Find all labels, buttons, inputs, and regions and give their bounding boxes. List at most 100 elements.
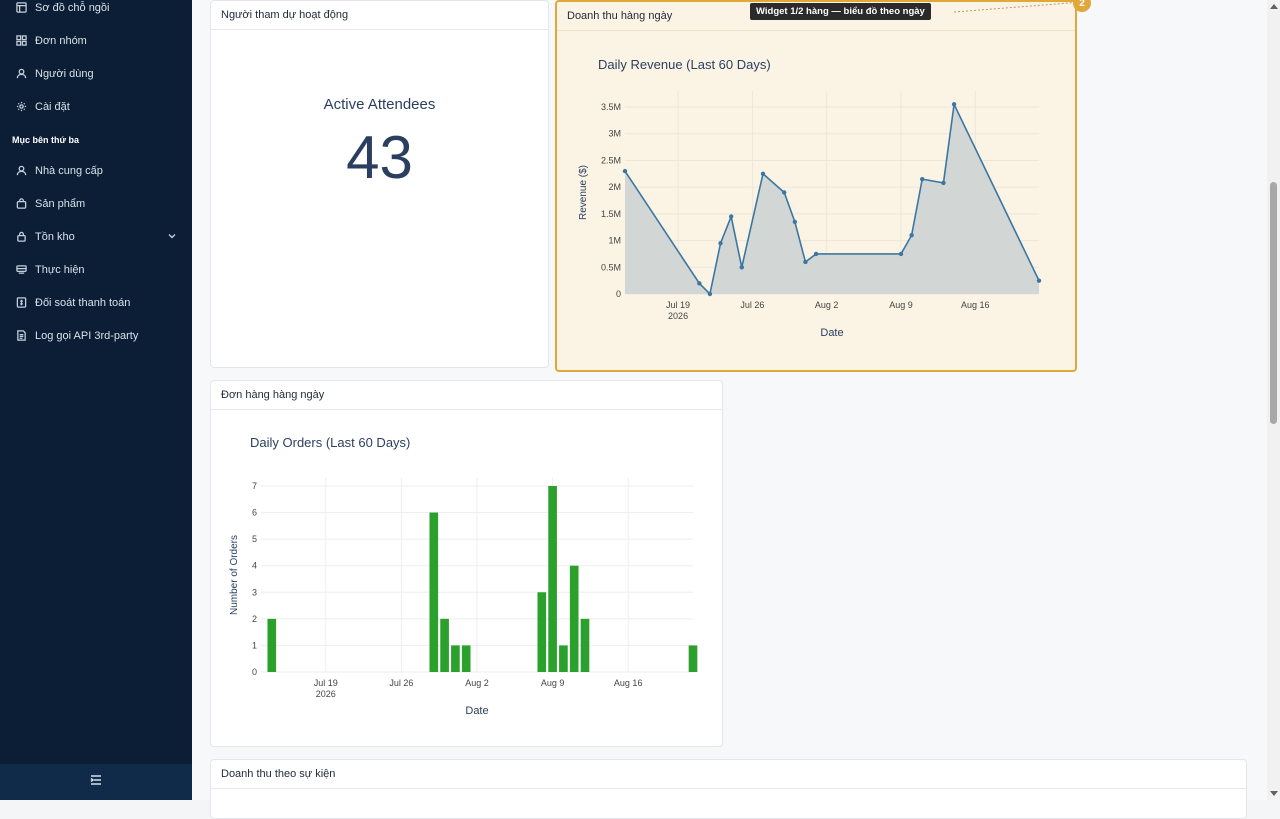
sidebar-item-label: Sơ đồ chỗ ngồi bbox=[35, 1, 110, 14]
sidebar-item-label: Thực hiện bbox=[35, 263, 85, 276]
sidebar-item-nguoi-dung[interactable]: Người dùng bbox=[0, 57, 192, 90]
order-bar[interactable] bbox=[267, 618, 277, 672]
tooltip-connector bbox=[953, 1, 1083, 13]
revenue-point[interactable] bbox=[707, 291, 713, 297]
sidebar-item-don-nhom[interactable]: Đơn nhóm bbox=[0, 24, 192, 57]
x-tick-label: Aug 2 bbox=[815, 300, 839, 310]
x-tick-label: Jul 26 bbox=[389, 678, 413, 688]
y-tick-label: 7 bbox=[252, 481, 257, 491]
revenue-point[interactable] bbox=[622, 168, 628, 174]
scroll-up-arrow-icon[interactable] bbox=[1270, 4, 1278, 9]
dashboard-main: Người tham dự hoạt động Active Attendees… bbox=[192, 0, 1267, 819]
x-tick-label: Aug 2 bbox=[465, 678, 489, 688]
order-bar[interactable] bbox=[580, 618, 590, 672]
y-tick-label: 3.5M bbox=[601, 102, 621, 112]
x-tick-label: Jul 26 bbox=[740, 300, 764, 310]
x-tick-label: Jul 19 bbox=[666, 300, 690, 310]
y-tick-label: 2 bbox=[252, 614, 257, 624]
revenue-point[interactable] bbox=[813, 251, 819, 257]
card-header-daily-orders: Đơn hàng hàng ngày bbox=[211, 381, 722, 410]
revenue-point[interactable] bbox=[941, 180, 946, 186]
card-event-revenue: Doanh thu theo sự kiện bbox=[210, 759, 1247, 819]
revenue-point[interactable] bbox=[951, 102, 957, 107]
x-tick-label: Aug 9 bbox=[889, 300, 913, 310]
file-icon bbox=[15, 330, 27, 342]
y-tick-label: 3M bbox=[608, 129, 621, 139]
sidebar-item-label: Người dùng bbox=[35, 67, 94, 80]
sidebar-item-thuc-hien[interactable]: Thực hiện bbox=[0, 253, 192, 286]
x-tick-sublabel: 2026 bbox=[316, 689, 336, 699]
order-bar[interactable] bbox=[451, 645, 460, 672]
chevron-down-icon[interactable] bbox=[167, 231, 177, 241]
revenue-point[interactable] bbox=[782, 190, 787, 195]
metric-title: Active Attendees bbox=[323, 96, 436, 113]
order-bar[interactable] bbox=[548, 485, 557, 672]
order-bar[interactable] bbox=[461, 645, 471, 672]
sidebar: Sơ đồ chỗ ngồi Đơn nhóm Người dùng Cài đặt … bbox=[0, 0, 192, 800]
revenue-point[interactable] bbox=[760, 171, 766, 177]
sidebar-item-log-goi-api-3rd-party[interactable]: Log gọi API 3rd-party bbox=[0, 319, 192, 352]
y-tick-label: 4 bbox=[252, 561, 257, 571]
sidebar-item-label: Sản phẩm bbox=[35, 197, 86, 210]
revenue-point[interactable] bbox=[728, 214, 734, 219]
user-icon bbox=[15, 68, 27, 80]
order-bar[interactable] bbox=[688, 645, 698, 672]
chart-title: Daily Orders (Last 60 Days) bbox=[250, 435, 410, 450]
x-axis-label: Date bbox=[820, 327, 843, 339]
lock-icon bbox=[15, 231, 27, 243]
x-tick-label: Aug 16 bbox=[614, 678, 643, 688]
sidebar-item-cai-dat[interactable]: Cài đặt bbox=[0, 90, 192, 123]
user-icon bbox=[15, 165, 27, 177]
x-tick-label: Aug 9 bbox=[541, 678, 565, 688]
card-header-active-attendees: Người tham dự hoạt động bbox=[211, 1, 548, 30]
revenue-point[interactable] bbox=[718, 241, 723, 246]
y-tick-label: 0 bbox=[616, 289, 621, 299]
revenue-point[interactable] bbox=[909, 233, 914, 238]
scrollbar-thumb[interactable] bbox=[1270, 182, 1277, 424]
sidebar-item-doi-soat-thanh-toan[interactable]: Đối soát thanh toán bbox=[0, 286, 192, 319]
layout-icon bbox=[15, 2, 27, 14]
x-tick-label: Jul 19 bbox=[314, 678, 338, 688]
order-bar[interactable] bbox=[559, 645, 568, 672]
chart-title: Daily Revenue (Last 60 Days) bbox=[598, 57, 771, 72]
revenue-point[interactable] bbox=[898, 251, 904, 257]
sidebar-section-third-party: Mục bên thứ ba bbox=[12, 134, 80, 145]
revenue-point[interactable] bbox=[803, 259, 808, 265]
sidebar-item-ton-kho[interactable]: Tồn kho bbox=[0, 220, 192, 253]
sidebar-item-so-do-cho-ngoi[interactable]: Sơ đồ chỗ ngồi bbox=[0, 0, 192, 24]
y-axis-label: Number of Orders bbox=[229, 535, 240, 615]
grid-icon bbox=[15, 35, 27, 47]
order-bar[interactable] bbox=[429, 512, 439, 672]
scroll-down-arrow-icon[interactable] bbox=[1270, 791, 1278, 796]
revenue-chart: Daily Revenue (Last 60 Days) 0 0.5M 1M 1.5M 2… bbox=[578, 57, 1042, 339]
order-bar[interactable] bbox=[440, 618, 449, 672]
revenue-area bbox=[625, 104, 1039, 295]
y-tick-label: 1 bbox=[252, 640, 257, 650]
revenue-point[interactable] bbox=[739, 265, 744, 270]
y-tick-label: 5 bbox=[252, 534, 257, 544]
page-scrollbar[interactable] bbox=[1267, 0, 1280, 800]
y-tick-label: 1.5M bbox=[601, 209, 621, 219]
sidebar-item-label: Đơn nhóm bbox=[35, 34, 87, 47]
revenue-point[interactable] bbox=[697, 281, 702, 286]
revenue-point[interactable] bbox=[1036, 278, 1042, 283]
receipt-icon bbox=[15, 297, 27, 309]
orders-chart: Daily Orders (Last 60 Days) 0 1 2 3 4 5 6 7 Jul 1… bbox=[229, 435, 698, 717]
sidebar-item-nha-cung-cap[interactable]: Nhà cung cấp bbox=[0, 154, 192, 187]
order-bar[interactable] bbox=[537, 592, 547, 672]
sidebar-item-label: Log gọi API 3rd-party bbox=[35, 329, 139, 342]
order-bar[interactable] bbox=[569, 565, 579, 672]
card-daily-orders: Đơn hàng hàng ngày Daily Orders (Last 60… bbox=[210, 380, 723, 747]
card-daily-revenue[interactable]: Doanh thu hàng ngày Daily Revenue (Last … bbox=[555, 0, 1077, 372]
y-axis-label: Revenue ($) bbox=[578, 165, 589, 220]
sidebar-nav-top: Sơ đồ chỗ ngồi Đơn nhóm Người dùng Cài đặt bbox=[0, 0, 192, 123]
widget-tooltip: Widget 1/2 hàng — biểu đồ theo ngày bbox=[750, 3, 931, 20]
sidebar-item-label: Đối soát thanh toán bbox=[35, 296, 131, 309]
sidebar-collapse-button[interactable] bbox=[0, 764, 192, 800]
revenue-point[interactable] bbox=[920, 176, 925, 182]
menu-collapse-icon bbox=[90, 773, 102, 791]
sidebar-item-san-pham[interactable]: Sản phẩm bbox=[0, 187, 192, 220]
step-badge[interactable]: 2 bbox=[1073, 0, 1091, 12]
card-header-event-revenue: Doanh thu theo sự kiện bbox=[211, 760, 1246, 789]
revenue-point[interactable] bbox=[792, 219, 798, 225]
